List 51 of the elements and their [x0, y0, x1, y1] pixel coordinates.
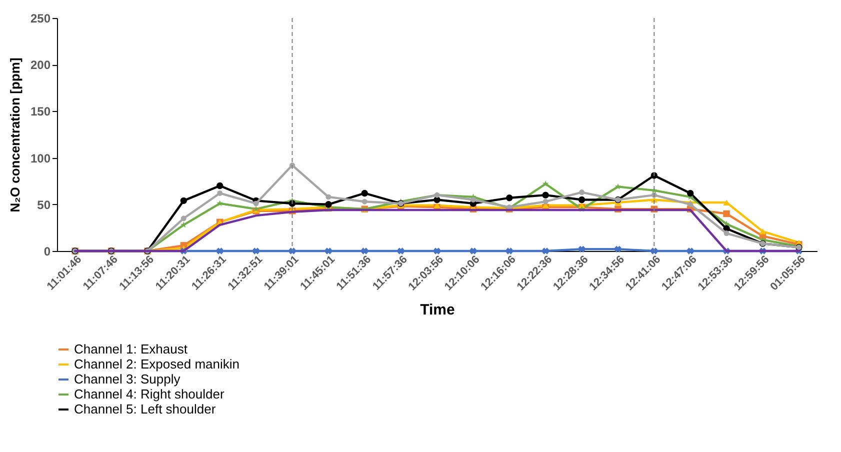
y-axis-title: N₂O concentration [ppm] [7, 58, 22, 212]
point [216, 248, 224, 254]
point [579, 190, 584, 196]
point [434, 202, 440, 208]
point [542, 248, 549, 254]
point [470, 197, 476, 202]
point [578, 246, 586, 252]
y-tick-label: 0 [44, 244, 51, 258]
legend-label: Channel 5: Left shoulder [74, 402, 216, 416]
point [216, 200, 224, 206]
point [614, 183, 622, 190]
point [542, 180, 549, 187]
x-axis-title: Time [420, 301, 455, 318]
point [470, 248, 477, 254]
point [361, 190, 368, 197]
y-tick-label: 200 [30, 58, 51, 72]
legend-label: Channel 1: Exhaust [74, 342, 188, 356]
point [180, 222, 187, 228]
point [614, 246, 622, 252]
point [578, 196, 586, 204]
legend-label: Channel 4: Right shoulder [74, 386, 225, 402]
point [253, 200, 259, 206]
y-tick-label: 250 [30, 12, 51, 26]
point [724, 230, 730, 236]
point [686, 190, 694, 197]
point [252, 248, 260, 254]
point [288, 248, 296, 254]
point [180, 197, 188, 204]
point [506, 248, 513, 254]
point [180, 216, 186, 222]
y-tick-label: 50 [37, 198, 51, 212]
point [687, 248, 694, 254]
point [326, 194, 332, 200]
point [759, 228, 766, 234]
point [362, 198, 368, 204]
point [217, 190, 223, 196]
point [325, 201, 332, 208]
point [506, 194, 513, 202]
y-tick-label: 150 [30, 104, 51, 119]
point [723, 210, 730, 218]
point [325, 248, 332, 254]
legend-label: Channel 3: Supply [74, 372, 181, 386]
point [542, 198, 548, 204]
point [542, 192, 549, 198]
point [434, 248, 440, 254]
legend-label: Channel 2: Exposed manikin [74, 356, 240, 372]
point [397, 248, 404, 254]
y-tick-label: 100 [30, 151, 51, 166]
point [361, 248, 368, 254]
point [216, 182, 224, 190]
point [650, 248, 658, 254]
